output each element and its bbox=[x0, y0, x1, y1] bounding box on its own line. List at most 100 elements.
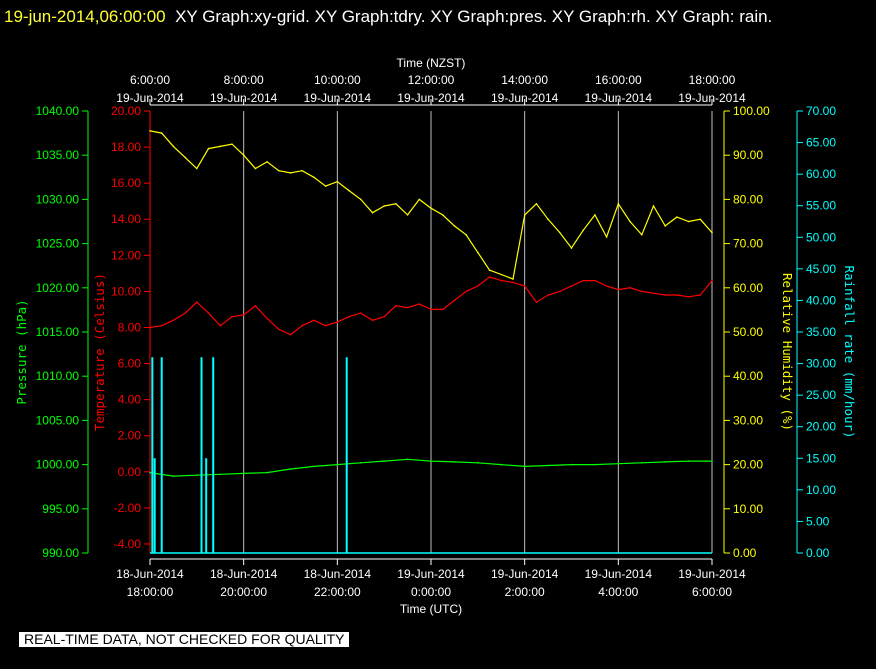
rain-tick-label: 5.00 bbox=[806, 514, 830, 528]
rain-tick-label: 70.00 bbox=[806, 104, 836, 118]
temperature-point bbox=[547, 294, 549, 296]
humidity-point bbox=[512, 278, 514, 280]
rain-tick-label: 20.00 bbox=[806, 420, 836, 434]
temperature-point bbox=[664, 294, 666, 296]
humidity-point bbox=[640, 233, 643, 236]
rain-axis-title: Rainfall rate (mm/hour) bbox=[842, 265, 857, 438]
humidity-point bbox=[406, 214, 409, 216]
pressure-point bbox=[289, 468, 292, 470]
temperature-tick-label: 20.00 bbox=[111, 104, 141, 118]
bottom-axis-title: Time (UTC) bbox=[400, 602, 462, 616]
temperature-point bbox=[477, 285, 479, 287]
humidity-tick-label: 40.00 bbox=[733, 369, 763, 383]
humidity-point bbox=[277, 169, 280, 172]
humidity-point bbox=[371, 211, 374, 214]
rain-tick-label: 40.00 bbox=[806, 293, 836, 307]
humidity-point bbox=[488, 269, 491, 271]
humidity-point bbox=[570, 247, 573, 249]
rain-tick-label: 35.00 bbox=[806, 325, 836, 339]
temperature-point bbox=[535, 301, 538, 304]
temperature-point bbox=[629, 287, 631, 289]
temperature-point bbox=[523, 285, 526, 287]
pressure-point bbox=[219, 473, 222, 476]
humidity-point bbox=[231, 143, 233, 145]
temperature-point bbox=[441, 308, 444, 311]
humidity-point bbox=[547, 218, 549, 221]
humidity-point bbox=[605, 236, 608, 238]
pressure-point bbox=[453, 461, 456, 463]
humidity-point bbox=[500, 273, 503, 276]
temperature-point bbox=[676, 294, 678, 296]
temperature-point bbox=[512, 281, 514, 284]
rain-tick-label: 55.00 bbox=[806, 199, 836, 213]
temperature-point bbox=[699, 294, 702, 296]
temperature-point bbox=[348, 315, 350, 318]
timestamp: 19-jun-2014,06:00:00 bbox=[4, 7, 166, 26]
temperature-point bbox=[570, 285, 573, 287]
temperature-point bbox=[196, 301, 198, 304]
pressure-point bbox=[383, 460, 385, 462]
temperature-tick-label: -4.00 bbox=[114, 537, 142, 551]
humidity-point bbox=[558, 231, 561, 234]
humidity-point bbox=[594, 214, 596, 216]
top-tick-time: 14:00:00 bbox=[501, 73, 548, 87]
temperature-point bbox=[359, 312, 362, 314]
humidity-point bbox=[465, 233, 467, 236]
top-tick-time: 10:00:00 bbox=[314, 73, 361, 87]
humidity-point bbox=[266, 161, 268, 163]
pressure-point bbox=[523, 465, 526, 468]
rain-tick-label: 60.00 bbox=[806, 167, 836, 181]
temperature-point bbox=[640, 290, 643, 293]
temperature-tick-label: 2.00 bbox=[118, 429, 142, 443]
bottom-tick-time: 0:00:00 bbox=[411, 585, 451, 599]
temperature-point bbox=[605, 285, 608, 287]
temperature-point bbox=[207, 312, 210, 314]
humidity-point bbox=[699, 218, 702, 221]
temperature-tick-label: 6.00 bbox=[118, 357, 142, 371]
pressure-point bbox=[406, 458, 409, 461]
temperature-tick-label: -2.00 bbox=[114, 501, 142, 515]
humidity-point bbox=[441, 214, 444, 216]
rain-tick-label: 0.00 bbox=[806, 546, 830, 560]
temperature-point bbox=[687, 296, 690, 298]
humidity-point bbox=[629, 220, 631, 223]
humidity-point bbox=[687, 220, 690, 223]
humidity-point bbox=[184, 156, 186, 159]
rain-tick-label: 50.00 bbox=[806, 230, 836, 244]
humidity-point bbox=[254, 167, 257, 170]
temperature-point bbox=[371, 319, 374, 322]
temperature-point bbox=[231, 315, 233, 318]
humidity-point bbox=[395, 203, 397, 205]
humidity-point bbox=[359, 198, 362, 201]
temperature-tick-label: 0.00 bbox=[118, 465, 142, 479]
pressure-point bbox=[196, 474, 198, 477]
humidity-point bbox=[207, 147, 210, 150]
top-tick-time: 8:00:00 bbox=[224, 73, 264, 87]
temperature-point bbox=[336, 321, 339, 323]
pressure-tick-label: 1020.00 bbox=[36, 281, 80, 295]
top-tick-date: 19-Jun-2014 bbox=[397, 91, 465, 105]
bottom-tick-time: 22:00:00 bbox=[314, 585, 361, 599]
rain-tick-label: 15.00 bbox=[806, 451, 836, 465]
temperature-point bbox=[582, 279, 585, 282]
pressure-point bbox=[359, 462, 362, 464]
bottom-tick-time: 4:00:00 bbox=[598, 585, 638, 599]
pressure-point bbox=[266, 471, 268, 474]
pressure-point bbox=[500, 463, 503, 466]
bottom-tick-date: 19-Jun-2014 bbox=[585, 567, 653, 581]
humidity-point bbox=[160, 132, 163, 134]
humidity-point bbox=[582, 229, 585, 232]
pressure-point bbox=[687, 460, 690, 462]
humidity-point bbox=[324, 185, 327, 187]
temperature-point bbox=[406, 306, 409, 309]
temperature-point bbox=[277, 328, 280, 331]
temperature-tick-label: 14.00 bbox=[111, 212, 141, 226]
humidity-point bbox=[149, 130, 151, 132]
humidity-point bbox=[242, 154, 245, 156]
temperature-point bbox=[418, 303, 421, 305]
bottom-tick-time: 6:00:00 bbox=[692, 585, 732, 599]
temperature-point bbox=[242, 314, 245, 316]
humidity-tick-label: 20.00 bbox=[733, 458, 763, 472]
pressure-tick-label: 1000.00 bbox=[36, 458, 80, 472]
temperature-tick-label: 16.00 bbox=[111, 176, 141, 190]
